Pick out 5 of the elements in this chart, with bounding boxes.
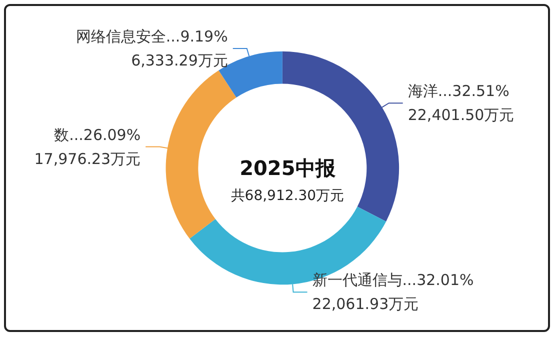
text: 共68,912.30万元 xyxy=(230,188,344,204)
slice-label: 海洋...32.51% 22,401.50万元 xyxy=(408,82,514,124)
text: 2025中报 xyxy=(240,156,336,180)
slice-label: 网络信息安全...9.19% 6,333.29万元 xyxy=(76,28,228,70)
slice-label: 数...26.09% 17,976.23万元 xyxy=(34,126,141,168)
